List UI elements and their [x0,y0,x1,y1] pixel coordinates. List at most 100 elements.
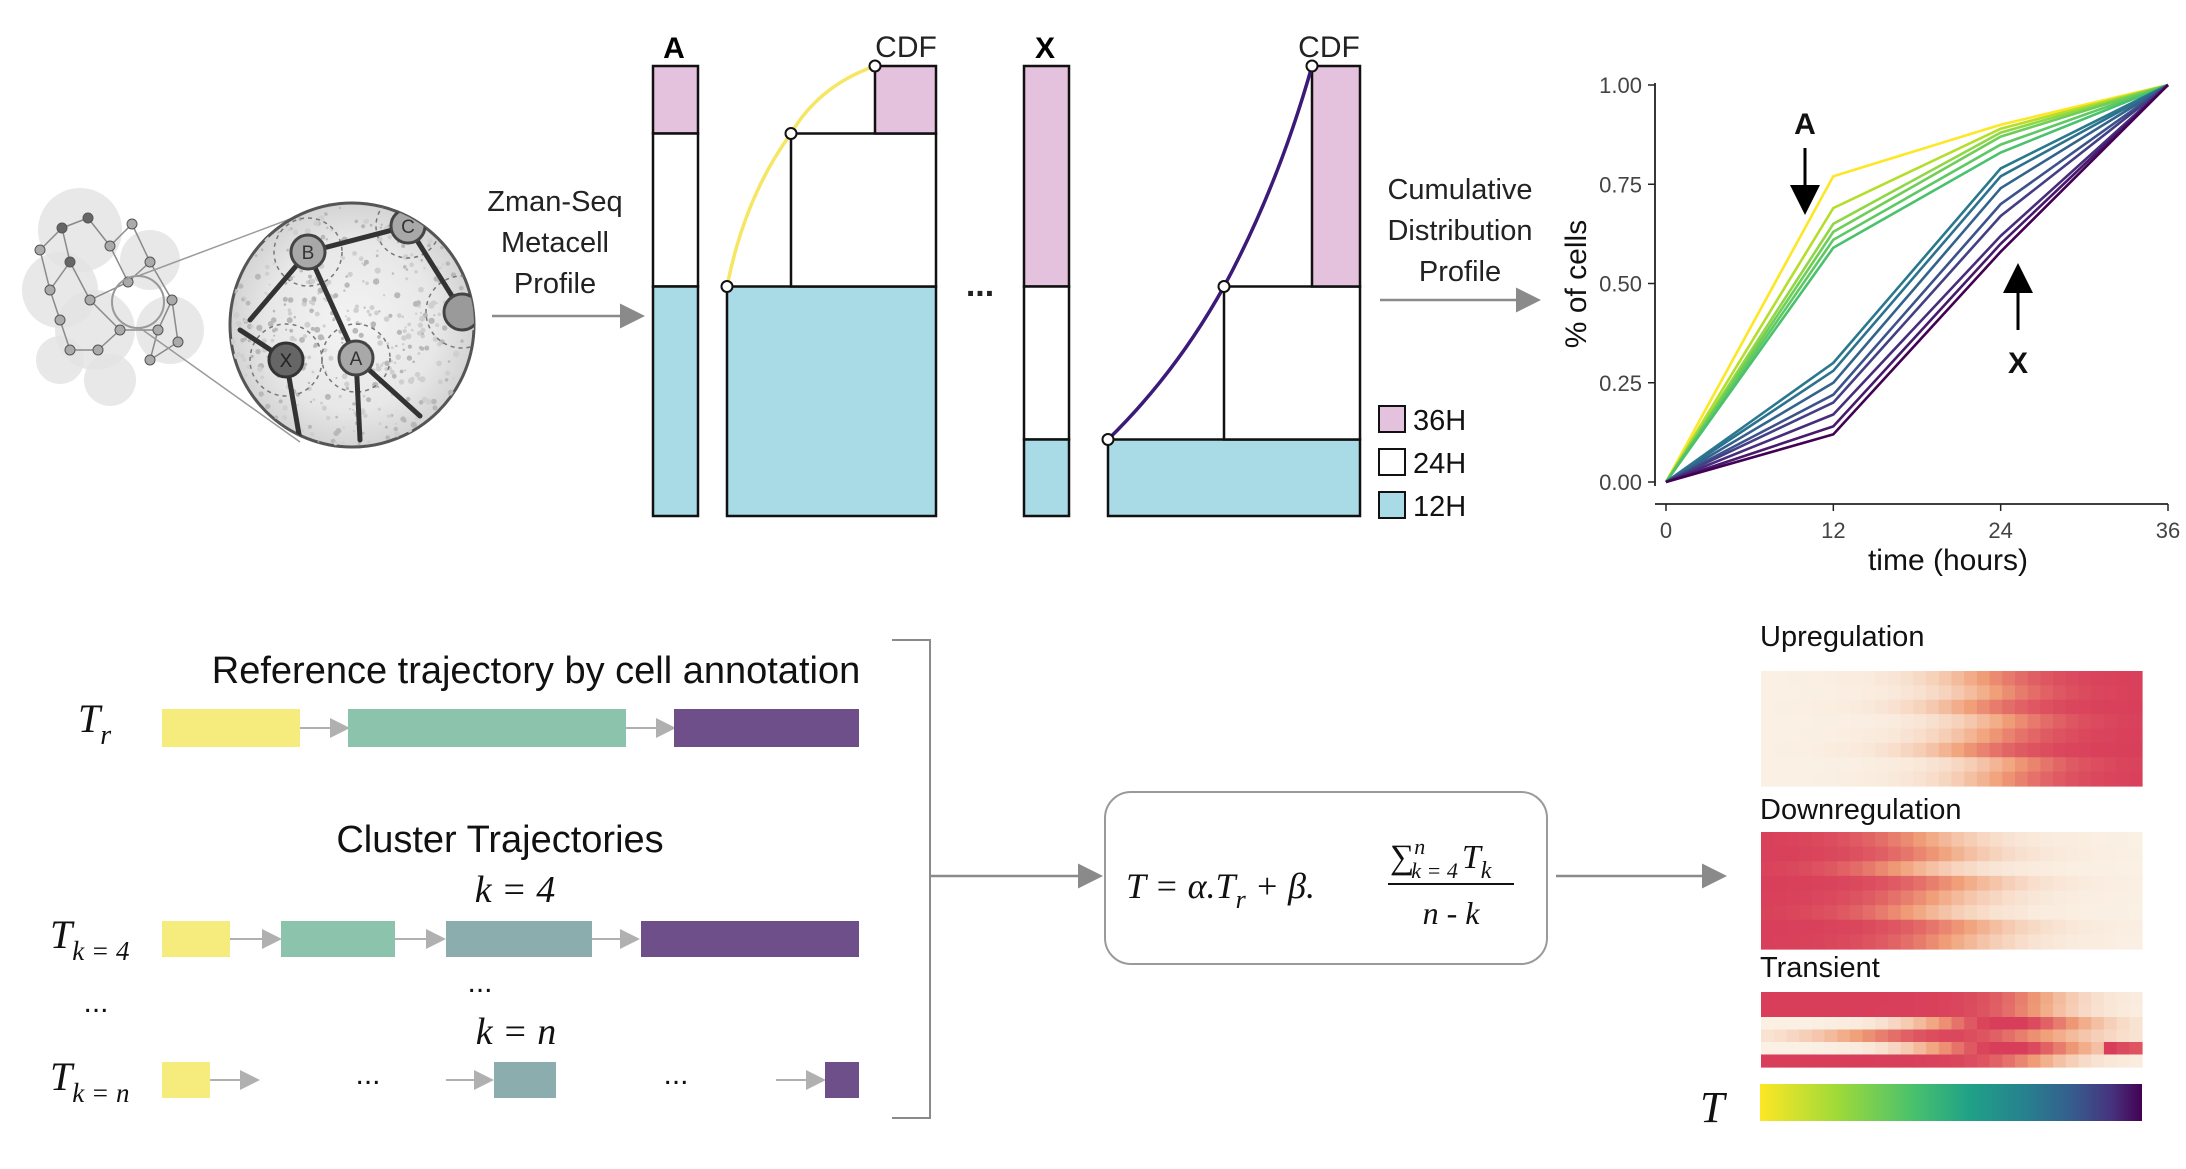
heatmap-cell [1938,1029,1953,1043]
heatmap-cell [1888,771,1902,787]
heatmap-cell [1926,742,1940,758]
heatmap-cell [2027,685,2041,701]
speckle [401,335,407,341]
speckle [341,341,344,344]
heatmap-cell [2103,846,2118,862]
network-node [64,256,76,268]
heatmap-cell [2027,699,2041,715]
heatmap-cell [1799,934,1813,950]
heatmap-cell [1926,714,1940,730]
heatmap-cell [2027,846,2041,862]
speckle [354,304,359,309]
heatmap-cell [1900,934,1914,950]
heatmap-cell [1913,742,1927,758]
tk4-segment-purple [641,921,859,957]
heatmap-cell [1913,1017,1927,1031]
speckle [365,281,369,286]
speckle [417,330,422,336]
heatmap-cell [2002,875,2016,892]
svg-text:Metacell: Metacell [501,227,609,259]
heatmap-cell [2040,685,2054,701]
heatmap-cell [2053,714,2067,730]
heatmap-cell [1976,699,1991,715]
heatmap-cell [1761,685,1775,701]
heatmap-cell [1875,1054,1889,1068]
heatmap-cell [2078,934,2092,950]
heatmap-cell [2103,742,2118,758]
heatmap-cell [1773,685,1787,701]
speckle [270,338,275,343]
speckle [380,223,383,226]
cdf-point [1217,280,1231,293]
network-edge [149,341,179,361]
heatmap-cell [2091,757,2105,773]
heatmap-cell [1862,728,1876,744]
heatmap-cell [1811,714,1826,730]
heatmap-cell [1786,1042,1800,1056]
speckle [383,316,390,322]
heatmap-cell [1849,1054,1864,1068]
heatmap-cell [1837,742,1851,758]
heatmap-cell [2091,934,2105,950]
cdf-A [720,59,938,518]
tkn-segment-purple [825,1062,859,1098]
speckle [418,400,424,405]
heatmap-cell [1761,832,1775,848]
chart-axes: 0.00 0.25 0.50 0.75 1.00 0 12 24 36 [1599,73,2180,543]
speckle [325,238,328,241]
heatmap-cell [1837,714,1851,730]
heatmap-cell [1938,728,1953,744]
heatmap-cell [1989,757,2003,773]
heatmap-cell [1900,671,1914,686]
heatmap-cell [2027,742,2041,758]
legend-label: 12H [1413,491,1466,523]
arrow-zman-seq: Zman-Seq Metacell Profile [487,186,645,329]
speckle [242,358,247,363]
heatmap-cell [1951,699,1965,715]
heatmap-cell [1811,1017,1826,1031]
small-network-graph [22,188,204,406]
heatmap-cell [1888,861,1902,877]
heatmap-cell [2040,771,2054,787]
speckle [393,426,398,432]
heatmap-cell [2053,1029,2067,1043]
heatmap-cell [1786,1029,1800,1043]
heatmap-cell [1799,905,1813,921]
heatmap-cell [1964,992,1978,1006]
heatmap-cell [2015,671,2029,686]
speckle [233,312,240,319]
heatmap-cell [2015,728,2029,744]
heatmap-cell [2065,714,2080,730]
heatmap-cell [1773,992,1787,1006]
speckle [333,441,338,446]
heatmap-cell [1951,890,1965,906]
heatmap-cell [1824,728,1838,744]
speckle [287,228,291,232]
heatmap-cell [1900,992,1914,1006]
heatmap-cell [2129,846,2143,862]
speckle [436,360,442,367]
heatmap-cell [1989,728,2003,744]
svg-text:Distribution: Distribution [1387,215,1532,247]
svg-text:A: A [663,32,685,65]
speckle [274,327,278,332]
k-last-label: k = n [476,1011,557,1053]
heatmap-cell [1773,742,1787,758]
heatmap-cell [1888,699,1902,715]
network-node [56,222,68,234]
heatmap-cell [1875,934,1889,950]
speckle [373,278,380,285]
svg-text:X: X [280,351,293,372]
heatmap-cell [1811,832,1826,848]
heatmap-cell [2040,934,2054,950]
heatmap-cell [1849,699,1864,715]
speckle [369,223,373,227]
heatmap-cell [1875,905,1889,921]
heatmap-cell [1888,671,1902,686]
lens-content: B C X A [230,203,474,446]
heatmap-cell [1976,905,1991,921]
speckle [384,425,388,429]
heatmap-cell [1888,1054,1902,1068]
speckle [353,307,359,313]
speckle [432,336,439,343]
